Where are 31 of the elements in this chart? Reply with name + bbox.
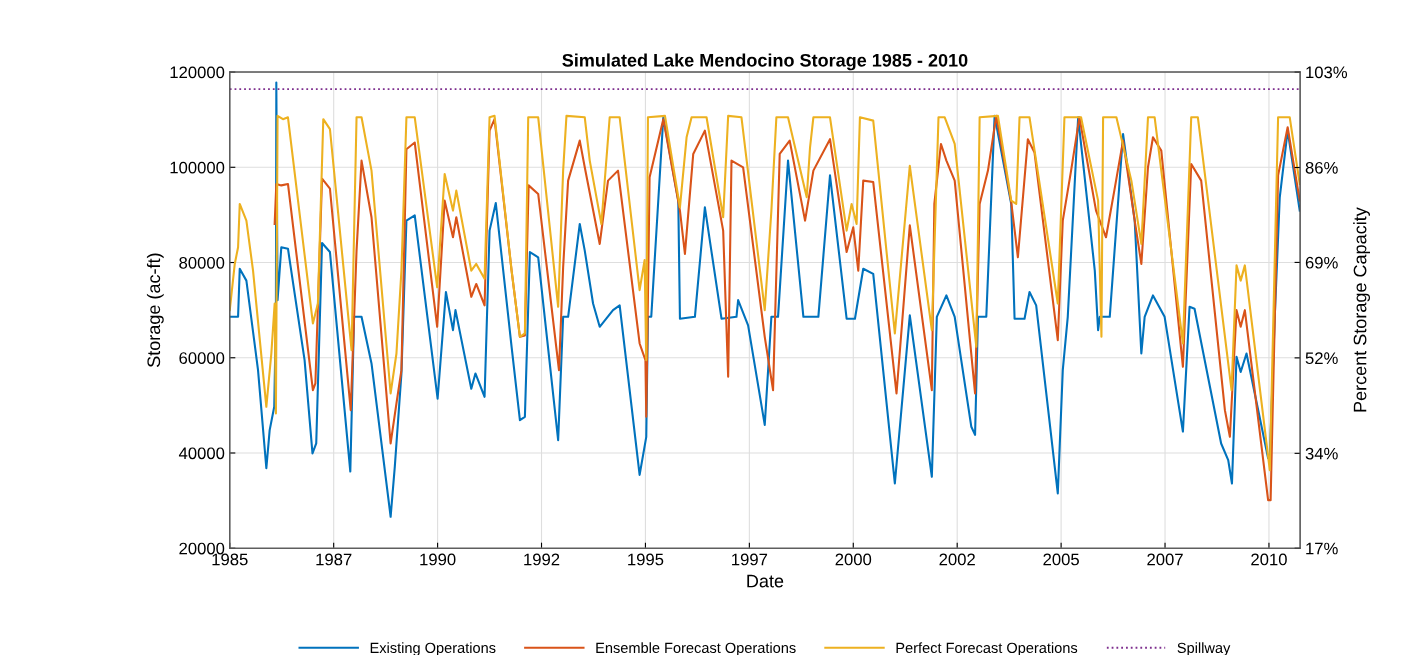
y2-tick-label: 86% <box>1305 161 1338 174</box>
y2-tick-label: 34% <box>1305 447 1338 460</box>
y2-tick-label: 69% <box>1305 256 1338 269</box>
legend-label: Spillway <box>1177 642 1231 655</box>
chart-title: Simulated Lake Mendocino Storage 1985 - 2010 <box>562 53 968 71</box>
x-tick-label: 1985 <box>212 553 248 566</box>
y-tick-label: 60000 <box>179 352 225 364</box>
x-tick-label: 1987 <box>316 553 352 566</box>
x-tick-label: 1990 <box>420 553 456 566</box>
y-tick-label: 120000 <box>170 66 225 79</box>
x-tick-label: 2002 <box>939 553 975 566</box>
y2-tick-label: 17% <box>1306 542 1338 555</box>
x-tick-label: 1995 <box>628 553 664 566</box>
y2-axis-title: Percent Storage Capacity <box>1353 207 1370 412</box>
y-tick-label: 80000 <box>179 256 225 269</box>
x-axis-title: Date <box>747 574 784 588</box>
x-tick-label: 2000 <box>835 553 872 566</box>
legend-label: Existing Operations <box>370 642 496 655</box>
x-tick-label: 1997 <box>732 553 768 566</box>
x-tick-label: 2007 <box>1147 553 1183 566</box>
y-tick-label: 100000 <box>170 161 225 174</box>
legend-label: Perfect Forecast Operations <box>896 642 1078 655</box>
y2-tick-label: 52% <box>1305 352 1338 365</box>
legend-label: Ensemble Forecast Operations <box>596 642 796 655</box>
x-tick-label: 2010 <box>1251 553 1287 566</box>
y-axis-title: Storage (ac-ft) <box>146 253 164 368</box>
y-tick-label: 20000 <box>179 542 225 555</box>
x-tick-label: 1992 <box>524 553 560 566</box>
y-tick-label: 40000 <box>178 447 225 460</box>
y2-tick-label: 103% <box>1306 66 1348 79</box>
x-tick-label: 2005 <box>1043 553 1079 566</box>
